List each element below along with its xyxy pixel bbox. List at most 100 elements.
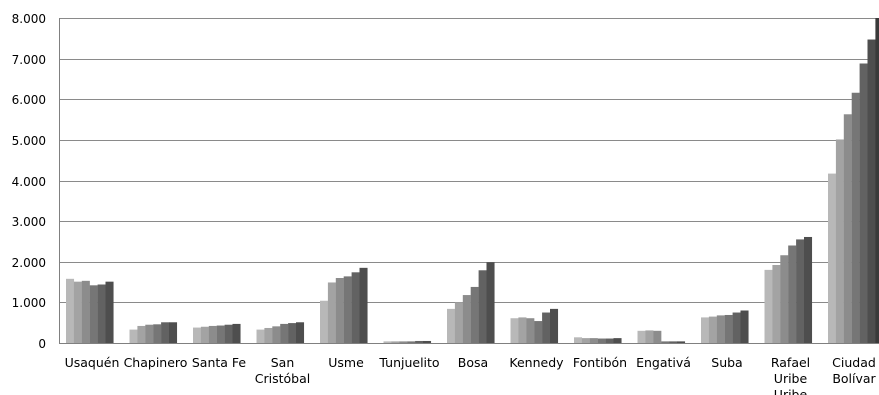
x-category-label: Engativá xyxy=(636,355,691,370)
bar xyxy=(796,239,805,343)
bar xyxy=(383,341,392,344)
y-tick-label: 4.000 xyxy=(12,175,46,189)
bar xyxy=(772,265,781,343)
bar xyxy=(97,284,106,343)
x-category-label: Kennedy xyxy=(509,355,564,370)
bar xyxy=(129,329,138,343)
x-category-label-line: Tunjuelito xyxy=(378,355,439,370)
bar xyxy=(645,330,654,343)
bar xyxy=(169,322,178,343)
bar xyxy=(391,341,400,344)
bars xyxy=(66,18,879,344)
bar xyxy=(518,317,527,343)
bar-group xyxy=(510,308,559,344)
x-category-label: Tunjuelito xyxy=(378,355,439,370)
bar xyxy=(81,280,90,343)
bar xyxy=(153,324,162,343)
bar xyxy=(542,312,551,343)
x-category-label: Santa Fe xyxy=(192,355,247,370)
x-category-label-line: Rafael xyxy=(771,355,810,370)
bar xyxy=(851,92,860,343)
x-category-label-line: San xyxy=(271,355,295,370)
bar xyxy=(574,337,583,343)
x-category-label: Chapinero xyxy=(124,355,188,370)
bar xyxy=(478,270,487,343)
bar xyxy=(661,341,670,344)
bar xyxy=(804,236,813,343)
bar-group xyxy=(447,262,495,344)
bar xyxy=(224,324,233,343)
bar xyxy=(399,341,408,344)
bar xyxy=(145,324,154,343)
bar xyxy=(780,255,789,343)
bar xyxy=(597,338,606,343)
bar xyxy=(208,325,217,343)
y-tick-label: 6.000 xyxy=(12,93,46,107)
bar xyxy=(510,318,519,343)
bar xyxy=(701,317,710,343)
bar xyxy=(526,318,535,343)
y-tick-label: 0 xyxy=(38,337,46,351)
bar xyxy=(232,323,241,343)
bar xyxy=(843,114,852,343)
bar xyxy=(73,281,82,343)
bar-group xyxy=(701,310,749,344)
x-category-label-line: Uribe xyxy=(774,371,808,386)
x-category-label-line: Suba xyxy=(711,355,742,370)
bar-group xyxy=(193,323,241,343)
x-category-label-line: Santa Fe xyxy=(192,355,247,370)
x-category-label-line: Usme xyxy=(328,355,364,370)
x-category-label-line: Chapinero xyxy=(124,355,188,370)
bar xyxy=(296,322,305,343)
bar xyxy=(359,267,368,343)
bar xyxy=(724,314,733,343)
bar xyxy=(415,340,424,343)
bar xyxy=(486,262,495,343)
y-tick-label: 8.000 xyxy=(12,12,46,26)
bar-group xyxy=(764,236,813,344)
y-axis-tick-labels: 0 1.000 2.000 3.000 4.000 5.000 6.000 7.000 8.00… xyxy=(12,12,46,351)
bar xyxy=(828,173,837,343)
bar xyxy=(875,18,879,343)
bar xyxy=(581,338,590,344)
bar-group xyxy=(383,340,432,344)
y-tick-label: 1.000 xyxy=(12,296,46,310)
bar-group xyxy=(320,267,368,344)
bar xyxy=(288,323,297,343)
x-category-label: Usme xyxy=(328,355,364,370)
x-category-label-line: Fontibón xyxy=(573,355,627,370)
bar xyxy=(732,312,741,343)
bar xyxy=(454,302,463,344)
bar xyxy=(470,286,479,343)
bar xyxy=(351,272,360,343)
bar xyxy=(669,341,678,344)
bar xyxy=(740,310,749,343)
bar xyxy=(280,323,289,343)
bar xyxy=(423,340,432,343)
bar-group xyxy=(66,278,114,343)
bar-group xyxy=(828,18,879,343)
x-category-label: Bosa xyxy=(458,355,488,370)
bar-group xyxy=(256,322,305,343)
axes xyxy=(59,18,879,344)
x-axis-category-labels: Usaquén Chapinero Santa Fe San Cristóbal Usme… xyxy=(65,355,877,395)
bar xyxy=(637,330,646,343)
bar xyxy=(835,139,844,343)
x-category-label-line: Kennedy xyxy=(509,355,564,370)
bar xyxy=(788,245,797,343)
bar xyxy=(256,329,265,343)
x-category-label: Fontibón xyxy=(573,355,627,370)
bar-group xyxy=(637,330,686,344)
x-category-label-line: Cristóbal xyxy=(255,371,310,386)
x-category-label-line: Uribe xyxy=(774,387,808,395)
bar xyxy=(320,300,329,343)
bar xyxy=(193,327,202,343)
bar xyxy=(462,295,471,343)
bar xyxy=(264,327,273,343)
bar xyxy=(137,325,146,343)
bar xyxy=(272,326,281,343)
bar xyxy=(589,338,598,344)
bar xyxy=(613,338,622,344)
bar xyxy=(605,338,614,343)
